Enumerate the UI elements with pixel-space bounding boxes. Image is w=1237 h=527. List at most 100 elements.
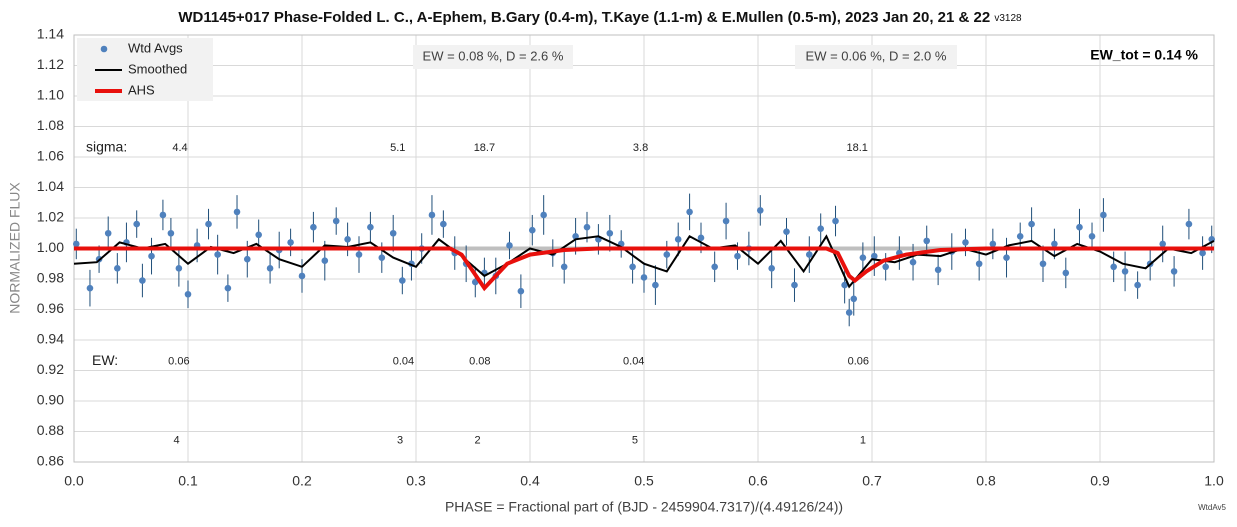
data-point bbox=[1159, 240, 1166, 248]
footnote: WtdAv5 bbox=[1198, 503, 1226, 512]
data-point bbox=[428, 211, 436, 219]
data-point bbox=[205, 220, 212, 228]
x-tick-label: 0.5 bbox=[634, 473, 654, 489]
data-point bbox=[841, 281, 848, 289]
data-point bbox=[560, 263, 568, 271]
data-point bbox=[734, 252, 741, 260]
data-point bbox=[287, 239, 294, 246]
data-point bbox=[791, 281, 798, 289]
x-tick-label: 0.8 bbox=[976, 473, 996, 489]
data-point bbox=[1039, 260, 1047, 268]
data-point bbox=[722, 217, 730, 225]
y-tick-label: 0.96 bbox=[37, 300, 64, 316]
sigma-value: 3.8 bbox=[633, 142, 648, 154]
data-point bbox=[686, 208, 693, 216]
data-point bbox=[1003, 254, 1010, 261]
data-point bbox=[882, 263, 889, 271]
legend-label: AHS bbox=[128, 82, 155, 97]
row-label: EW: bbox=[92, 352, 118, 368]
sigma-value: 18.7 bbox=[474, 142, 495, 154]
y-tick-label: 0.88 bbox=[37, 422, 64, 438]
data-point bbox=[768, 265, 775, 272]
y-tick-label: 1.02 bbox=[37, 209, 64, 225]
data-point bbox=[266, 265, 274, 272]
y-tick-label: 1.06 bbox=[37, 148, 64, 164]
data-point bbox=[148, 252, 155, 260]
title-main: WD1145+017 Phase-Folded L. C., A-Ephem, … bbox=[178, 9, 990, 26]
data-point bbox=[989, 240, 997, 248]
x-tick-label: 0.9 bbox=[1090, 473, 1110, 489]
y-tick-label: 1.08 bbox=[37, 117, 64, 133]
data-point bbox=[583, 223, 591, 231]
data-point bbox=[332, 217, 340, 225]
data-point bbox=[629, 263, 636, 271]
data-point bbox=[310, 223, 317, 231]
data-point bbox=[1100, 211, 1107, 219]
dip-id: 1 bbox=[860, 435, 866, 447]
data-point bbox=[806, 251, 813, 258]
dip-id: 3 bbox=[397, 435, 403, 447]
series-line bbox=[74, 246, 1214, 292]
data-point bbox=[399, 277, 406, 284]
data-point bbox=[233, 208, 241, 216]
data-point bbox=[367, 223, 374, 231]
data-point bbox=[1028, 220, 1035, 228]
data-point bbox=[934, 266, 942, 274]
data-point bbox=[1110, 263, 1117, 271]
ew-value: 0.04 bbox=[393, 355, 414, 367]
data-point bbox=[389, 229, 397, 237]
data-point bbox=[1185, 220, 1193, 228]
annotation-box bbox=[795, 45, 957, 69]
y-tick-label: 0.90 bbox=[37, 392, 64, 408]
row-label: sigma: bbox=[86, 139, 127, 155]
x-tick-label: 0.7 bbox=[862, 473, 882, 489]
data-point bbox=[321, 257, 329, 265]
ew-value: 0.06 bbox=[168, 355, 189, 367]
data-point bbox=[378, 254, 386, 261]
x-tick-label: 0.3 bbox=[406, 473, 426, 489]
x-tick-label: 0.1 bbox=[178, 473, 198, 489]
data-point bbox=[255, 231, 262, 239]
data-point bbox=[72, 240, 80, 248]
data-point bbox=[528, 226, 536, 234]
dip-id: 5 bbox=[632, 435, 638, 447]
data-point bbox=[159, 211, 167, 219]
data-point bbox=[114, 265, 121, 272]
data-point bbox=[298, 272, 306, 280]
y-tick-label: 1.00 bbox=[37, 239, 64, 255]
y-tick-label: 1.14 bbox=[37, 26, 64, 42]
data-point bbox=[133, 220, 140, 228]
ew-value: 0.08 bbox=[469, 355, 490, 367]
y-tick-label: 0.86 bbox=[37, 453, 64, 469]
dip-id: 2 bbox=[474, 435, 480, 447]
plot-area: 0.860.880.900.920.940.960.981.001.021.04… bbox=[37, 26, 1224, 489]
data-point bbox=[506, 242, 513, 249]
y-tick-label: 0.94 bbox=[37, 331, 64, 347]
x-tick-label: 0.2 bbox=[292, 473, 312, 489]
data-point bbox=[832, 217, 839, 225]
data-point bbox=[870, 252, 878, 260]
data-point bbox=[923, 237, 931, 245]
data-point bbox=[104, 229, 112, 237]
data-point bbox=[86, 284, 94, 292]
data-point bbox=[184, 290, 192, 298]
data-point bbox=[517, 287, 525, 295]
legend-marker bbox=[100, 45, 108, 53]
data-point bbox=[859, 254, 867, 261]
x-tick-label: 0.6 bbox=[748, 473, 768, 489]
legend-label: Wtd Avgs bbox=[128, 40, 183, 55]
sigma-value: 5.1 bbox=[390, 142, 405, 154]
data-point bbox=[962, 239, 969, 246]
data-point bbox=[783, 228, 790, 236]
chart-title: WD1145+017 Phase-Folded L. C., A-Ephem, … bbox=[178, 9, 1022, 26]
data-point bbox=[1121, 268, 1129, 275]
data-point bbox=[540, 211, 547, 219]
data-point bbox=[139, 277, 146, 284]
data-point bbox=[1088, 233, 1096, 240]
x-tick-label: 0.4 bbox=[520, 473, 540, 489]
data-point bbox=[1076, 223, 1083, 231]
annotation-box bbox=[413, 45, 573, 69]
data-point bbox=[1016, 233, 1024, 240]
legend-entries: Wtd Avgs Smoothed AHS bbox=[95, 40, 187, 97]
